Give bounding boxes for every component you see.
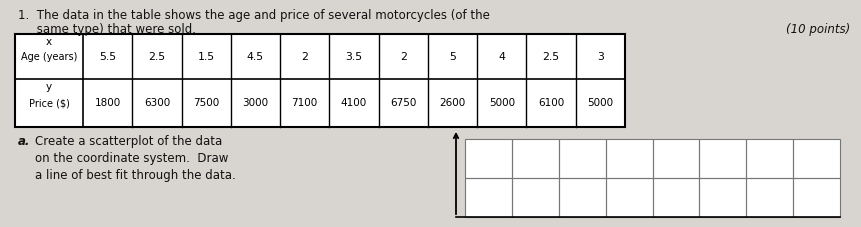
Text: Create a scatterplot of the data: Create a scatterplot of the data [35,135,222,148]
Text: 2: 2 [400,52,406,62]
Text: 1.5: 1.5 [198,52,214,62]
Text: a.: a. [18,135,30,148]
Text: 2.5: 2.5 [148,52,165,62]
Bar [15,34,625,127]
Text: 5.5: 5.5 [99,52,116,62]
Text: 4: 4 [499,52,505,62]
Text: on the coordinate system.  Draw: on the coordinate system. Draw [35,152,228,165]
Bar [605,139,653,178]
Bar [465,139,840,217]
Bar [559,139,605,178]
Text: 2: 2 [301,52,308,62]
Bar [559,178,605,217]
Bar [653,139,699,178]
Bar [465,139,512,178]
Text: 6100: 6100 [538,98,564,108]
Text: 7100: 7100 [292,98,318,108]
Text: 5000: 5000 [587,98,613,108]
Bar [746,139,793,178]
Bar [653,178,699,217]
Bar [793,139,840,178]
Text: 6300: 6300 [144,98,170,108]
Text: 3000: 3000 [243,98,269,108]
Text: 5000: 5000 [489,98,515,108]
Bar [793,178,840,217]
Text: 7500: 7500 [193,98,220,108]
Text: 5: 5 [449,52,456,62]
Text: 6750: 6750 [390,98,417,108]
Bar [699,178,746,217]
Text: x: x [46,37,52,47]
Text: 1.  The data in the table shows the age and price of several motorcycles (of the: 1. The data in the table shows the age a… [18,9,490,22]
Text: Age (years): Age (years) [21,52,77,62]
Text: 4100: 4100 [341,98,367,108]
Text: 4.5: 4.5 [247,52,264,62]
Bar [605,178,653,217]
Bar [465,178,512,217]
Text: 3.5: 3.5 [345,52,362,62]
Bar [512,178,559,217]
Bar [746,178,793,217]
Text: (10 points): (10 points) [786,23,850,36]
Text: 2600: 2600 [439,98,466,108]
Text: 3: 3 [597,52,604,62]
Text: 2.5: 2.5 [542,52,560,62]
Bar [699,139,746,178]
Text: same type) that were sold.: same type) that were sold. [18,23,196,36]
Bar [15,34,625,127]
Bar [512,139,559,178]
Text: y: y [46,82,52,92]
Text: 1800: 1800 [95,98,121,108]
Text: Price ($): Price ($) [28,98,70,108]
Text: a line of best fit through the data.: a line of best fit through the data. [35,169,236,182]
